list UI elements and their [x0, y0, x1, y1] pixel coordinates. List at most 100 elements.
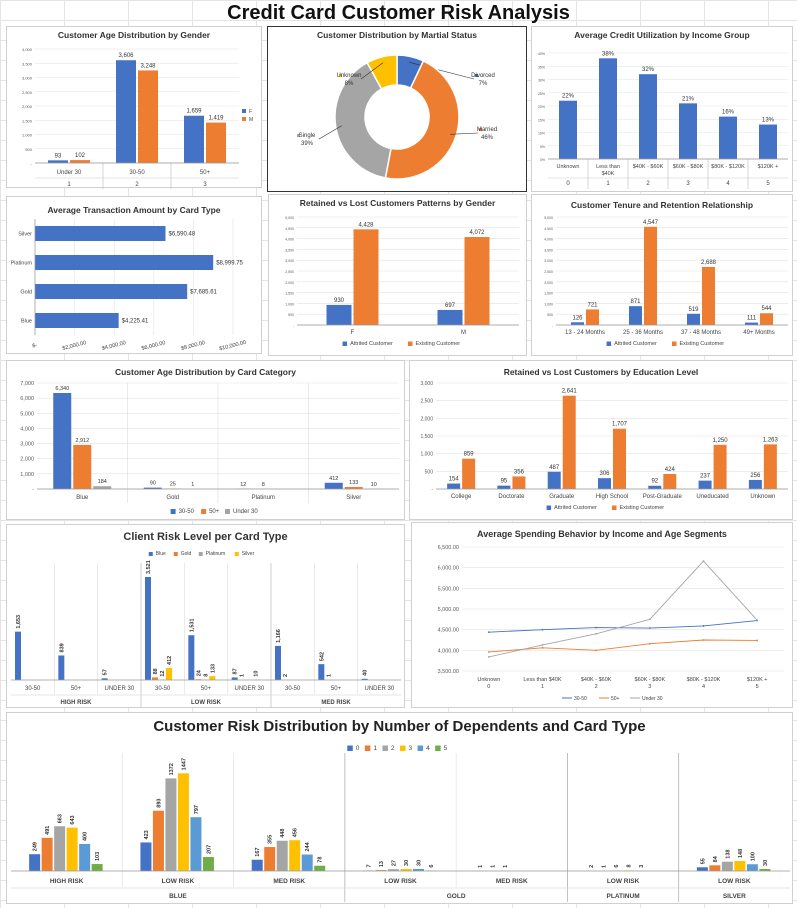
spending-point	[756, 619, 759, 622]
marital-leader-line	[409, 62, 475, 80]
education-legend-swatch	[612, 505, 617, 510]
marital-slice-name: Divorced	[471, 73, 495, 79]
education-bar	[462, 458, 476, 489]
marital-slice-name: Married	[477, 127, 497, 133]
age-card-legend-label: 50+	[209, 509, 220, 515]
age-card-ytick: 2,000	[20, 457, 34, 463]
dependents-data-label: 249	[33, 842, 39, 851]
retained-gender-ytick: 3,500	[285, 248, 294, 252]
util-income-xindex: 1	[606, 181, 610, 187]
risk-card-group-label: HIGH RISK	[60, 700, 92, 706]
age-card-ytick: 7,000	[20, 381, 34, 387]
education-data-label: 95	[501, 479, 508, 485]
retained-gender-ytick: 5,000	[285, 216, 294, 220]
retained-gender-ytick: 2,500	[285, 270, 294, 274]
tenure-legend-label: Attrited Customer	[614, 341, 657, 347]
dependents-bar	[152, 810, 164, 871]
spending-ytick: 5,500.00	[438, 586, 459, 592]
age-gender-bar	[116, 60, 136, 163]
spending-point	[595, 632, 598, 635]
dependents-bar	[190, 817, 202, 871]
tenure-xtick: 13 - 24 Months	[565, 330, 605, 336]
education-legend-label: Attrited Customer	[554, 505, 597, 511]
util-income-ytick: 0%	[540, 158, 545, 162]
spending-point	[487, 631, 490, 634]
tenure-ytick: 500	[547, 313, 553, 317]
dependents-group-label: MED RISK	[273, 878, 305, 885]
dependents-data-label: 84	[713, 855, 719, 862]
risk-card-data-label: 3,521	[146, 560, 152, 574]
dependents-bar	[301, 854, 313, 871]
risk-card-data-label: 839	[59, 643, 65, 652]
age-gender-xindex: 1	[67, 182, 71, 188]
dependents-bar	[709, 865, 721, 871]
age-card-bar	[53, 392, 72, 489]
marital-slice	[366, 54, 398, 90]
spending-xtick: $120K +	[747, 677, 768, 683]
dependents-data-label: 663	[58, 814, 64, 823]
chart-title-education: Retained vs Lost Customers by Education …	[503, 367, 699, 377]
age-card-legend-label: Under 30	[233, 509, 258, 515]
age-card-data-label: 10	[371, 482, 377, 488]
age-gender-ytick: 500	[25, 147, 32, 152]
risk-card-data-label: 1,531	[189, 618, 195, 632]
education-bar	[512, 476, 526, 489]
tenure-bar	[687, 313, 700, 325]
dependents-data-label: 7	[367, 864, 373, 867]
util-income-data-label: 32%	[642, 67, 655, 73]
util-income-ytick: 5%	[540, 145, 545, 149]
dependents-bar	[734, 861, 746, 871]
txn-card-xtick: $8,000.00	[181, 340, 206, 352]
tenure-data-label: 4,547	[643, 220, 659, 226]
tenure-ytick: 2,000	[544, 281, 553, 285]
dependents-data-label: 1372	[169, 763, 175, 775]
age-card-bar	[143, 487, 162, 489]
spending-legend-label: Under 30	[642, 696, 663, 702]
dependents-bar	[54, 826, 66, 871]
spending-series-line	[488, 639, 758, 653]
panel-retained-gender: Retained vs Lost Customers Patterns by G…	[268, 194, 527, 356]
age-card-bar	[93, 486, 112, 489]
risk-card-bar	[195, 679, 202, 680]
util-income-xindex: 0	[566, 181, 570, 187]
tenure-data-label: 126	[572, 315, 583, 321]
dependents-data-label: 491	[45, 826, 51, 835]
txn-card-bar	[35, 226, 166, 241]
dependents-group-label: LOW RISK	[384, 878, 417, 885]
chart-education: - 500 1,000 1,500 2,000 2,500 3,000 154 859 Colle…	[420, 381, 788, 511]
age-card-ytick: 5,000	[20, 411, 34, 417]
education-data-label: 1,250	[713, 438, 729, 444]
dependents-bar	[140, 842, 152, 871]
retained-gender-xtick: M	[461, 330, 466, 336]
retained-gender-legend-label: Existing Customer	[416, 341, 461, 347]
panel-dependents: Customer Risk Distribution by Number of …	[6, 712, 793, 904]
risk-card-legend-swatch	[148, 552, 153, 556]
marital-slice-pct: 7%	[479, 81, 488, 87]
spending-point	[648, 642, 651, 645]
age-card-data-label: 90	[150, 481, 156, 487]
util-income-xtick: Unknown	[557, 164, 580, 170]
spending-xindex: 1	[541, 684, 544, 690]
util-income-data-label: 16%	[722, 110, 735, 116]
risk-card-data-label: 87	[233, 668, 239, 674]
dependents-bar	[375, 870, 387, 871]
dependents-data-label: 6	[429, 865, 435, 868]
education-xtick: Graduate	[549, 494, 575, 500]
age-card-xtick: Gold	[166, 495, 179, 501]
retained-gender-ytick: 2,000	[285, 281, 294, 285]
education-bar	[748, 479, 762, 489]
txn-card-data-label: $4,225.41	[122, 319, 149, 325]
age-card-bar	[344, 486, 363, 489]
risk-card-data-label: 1,166	[276, 629, 282, 643]
marital-slice-name: Unknown	[336, 73, 361, 79]
education-data-label: 424	[665, 467, 676, 473]
risk-card-group-label: MED RISK	[321, 700, 351, 706]
risk-card-xtick: 50+	[201, 686, 212, 692]
age-gender-data-label: 1,419	[208, 116, 224, 122]
spending-point	[541, 628, 544, 631]
dependents-bar	[746, 864, 758, 871]
util-income-data-label: 22%	[562, 94, 575, 100]
marital-label-swatch	[339, 74, 342, 77]
education-ytick: 3,000	[420, 381, 433, 387]
spending-point	[595, 649, 598, 652]
